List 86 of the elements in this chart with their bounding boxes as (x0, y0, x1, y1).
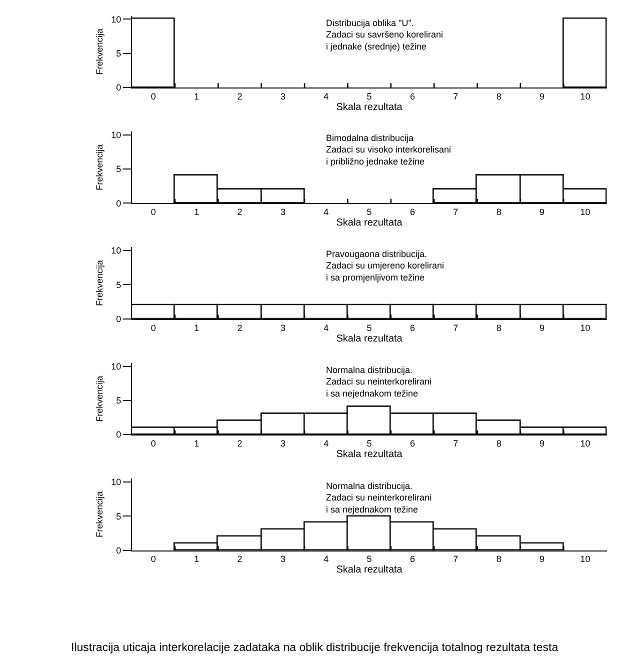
y-tick-label: 5 (116, 396, 122, 406)
y-tick-label: 0 (116, 198, 122, 208)
x-tick-label: 6 (410, 322, 415, 333)
annotation: Distribucija oblika "U". Zadaci su savršeno korelirani i jednake (srednje) težine (326, 18, 444, 52)
y-tick-label: 0 (116, 314, 122, 324)
x-tick-label: 6 (410, 207, 415, 218)
y-axis-title: Frekvencija (94, 491, 104, 538)
x-tick-label: 10 (580, 438, 590, 449)
annotation: Normalna distribucija. Zadaci su neinterkorelirani i sa nejednakom težine (326, 365, 432, 398)
x-tick-label: 3 (280, 554, 286, 564)
x-tick-label: 8 (496, 322, 502, 333)
x-tick-label: 5 (366, 322, 372, 333)
x-tick-label: 5 (366, 207, 372, 218)
annotation: Bimodalna distribucija Zadaci su visoko interkorelisani i približno jednake težine (326, 133, 452, 166)
y-tick-label: 0 (116, 430, 122, 440)
x-tick-label: 3 (280, 91, 286, 102)
x-tick-label: 3 (280, 322, 286, 333)
x-tick-label: 7 (453, 438, 458, 449)
y-axis-title: Frekvencija (94, 376, 104, 422)
x-tick-label: 10 (580, 207, 590, 218)
x-tick-label: 1 (194, 207, 200, 218)
y-tick-label: 5 (116, 164, 122, 174)
x-tick-label: 2 (237, 207, 242, 218)
x-tick-label: 0 (150, 554, 156, 564)
x-tick-label: 4 (324, 91, 329, 102)
x-tick-label: 5 (366, 438, 372, 449)
x-tick-label: 5 (366, 554, 372, 564)
y-tick-label: 10 (111, 130, 122, 140)
x-tick-label: 10 (580, 322, 590, 333)
x-tick-label: 2 (237, 554, 242, 564)
y-tick-label: 10 (111, 246, 122, 256)
x-tick-label: 1 (194, 554, 200, 564)
x-tick-label: 8 (496, 438, 502, 449)
x-tick-label: 2 (237, 91, 242, 102)
x-tick-label: 4 (324, 438, 329, 449)
x-tick-label: 8 (496, 207, 502, 218)
x-tick-label: 9 (540, 554, 545, 564)
x-tick-label: 4 (324, 207, 329, 218)
x-tick-label: 6 (410, 554, 415, 564)
y-axis-title: Frekvencija (94, 260, 104, 306)
annotation: Pravougaona distribucija. Zadaci su umjereno korelirani i sa promjenljivom težine (326, 249, 444, 282)
x-tick-label: 0 (150, 438, 156, 449)
x-axis-title: Skala rezultata (336, 333, 403, 344)
x-tick-label: 7 (453, 322, 458, 333)
x-tick-label: 2 (237, 322, 242, 333)
x-tick-label: 4 (324, 322, 329, 333)
x-tick-label: 9 (540, 438, 545, 449)
text: Ilustracija uticaja interkorelacije zadataka na oblik distribucije frekvencija totalnog rezultata testa (71, 642, 559, 654)
x-tick-label: 1 (194, 322, 200, 333)
y-axis-title: Frekvencija (94, 144, 104, 190)
x-tick-label: 9 (540, 207, 545, 218)
x-tick-label: 1 (194, 438, 200, 449)
x-tick-label: 2 (237, 438, 242, 449)
x-tick-label: 8 (496, 554, 502, 564)
x-axis-title: Skala rezultata (336, 218, 403, 229)
y-axis-title: Frekvencija (94, 28, 104, 75)
x-tick-label: 5 (366, 91, 372, 102)
x-tick-label: 7 (453, 91, 458, 102)
x-tick-label: 6 (410, 438, 415, 449)
x-tick-label: 0 (150, 207, 156, 218)
x-tick-label: 6 (410, 91, 415, 102)
y-tick-label: 0 (116, 82, 122, 93)
x-tick-label: 3 (280, 438, 286, 449)
x-tick-label: 8 (496, 91, 502, 102)
y-tick-label: 0 (116, 545, 122, 556)
y-tick-label: 10 (111, 361, 122, 372)
x-axis-title: Skala rezultata (336, 102, 403, 113)
x-tick-label: 4 (324, 554, 329, 564)
x-axis-title: Skala rezultata (336, 564, 403, 576)
x-axis-title: Skala rezultata (336, 449, 403, 460)
y-tick-label: 5 (116, 48, 122, 58)
x-tick-label: 1 (194, 91, 200, 102)
x-tick-label: 3 (280, 207, 286, 218)
annotation: Normalna distribucija. Zadaci su neinterkorelirani i sa nejednakom težine (326, 481, 432, 514)
y-tick-label: 10 (111, 477, 122, 488)
x-tick-label: 9 (540, 322, 545, 333)
x-tick-label: 10 (580, 91, 590, 102)
x-tick-label: 0 (150, 322, 156, 333)
x-tick-label: 7 (453, 554, 458, 564)
y-tick-label: 5 (116, 280, 122, 290)
y-tick-label: 5 (116, 511, 122, 522)
x-tick-label: 0 (150, 91, 156, 102)
x-tick-label: 10 (580, 554, 590, 564)
x-tick-label: 7 (453, 207, 458, 218)
x-tick-label: 9 (540, 91, 545, 102)
y-tick-label: 10 (111, 14, 122, 24)
